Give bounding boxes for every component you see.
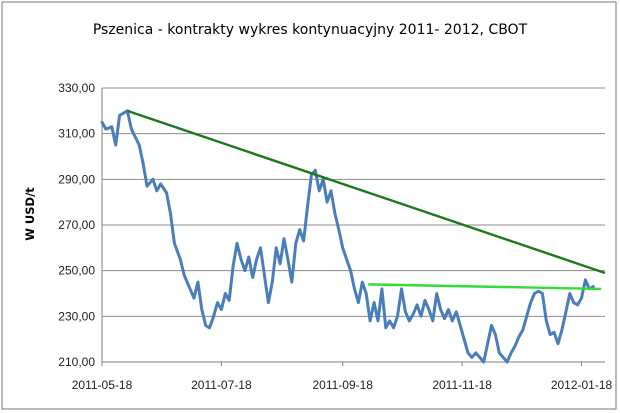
y-tick-label: 210,00 [58,355,95,369]
y-tick-labels: 210,00 230,00 250,00 270,00 290,00 310,00 330,… [58,81,95,369]
series [100,109,595,364]
trend-line [127,109,606,275]
x-tick-label: 2011-09-18 [312,378,373,392]
x-tick-label: 2011-05-18 [72,378,133,392]
series-line [100,109,595,364]
chart-title: Pszenica - kontrakty wykres kontynuacyjn… [93,22,528,38]
x-tick-label: 2011-11-18 [432,378,492,392]
y-axis-label: W USD/t [23,187,37,241]
x-tick-label: 2011-07-18 [191,378,252,392]
y-tick-label: 330,00 [58,81,95,95]
y-tick-label: 230,00 [58,309,95,323]
x-tick-labels: 2011-05-18 2011-07-18 2011-09-18 2011-11-18… [72,362,613,392]
x-tick-label: 2012-01-18 [551,378,613,392]
trend-line [368,283,602,291]
y-tick-label: 290,00 [58,172,95,186]
y-tick-label: 250,00 [58,264,95,278]
y-tick-label: 270,00 [58,218,95,232]
y-tick-label: 310,00 [58,127,95,141]
axes [101,88,605,363]
trendlines [127,109,606,291]
